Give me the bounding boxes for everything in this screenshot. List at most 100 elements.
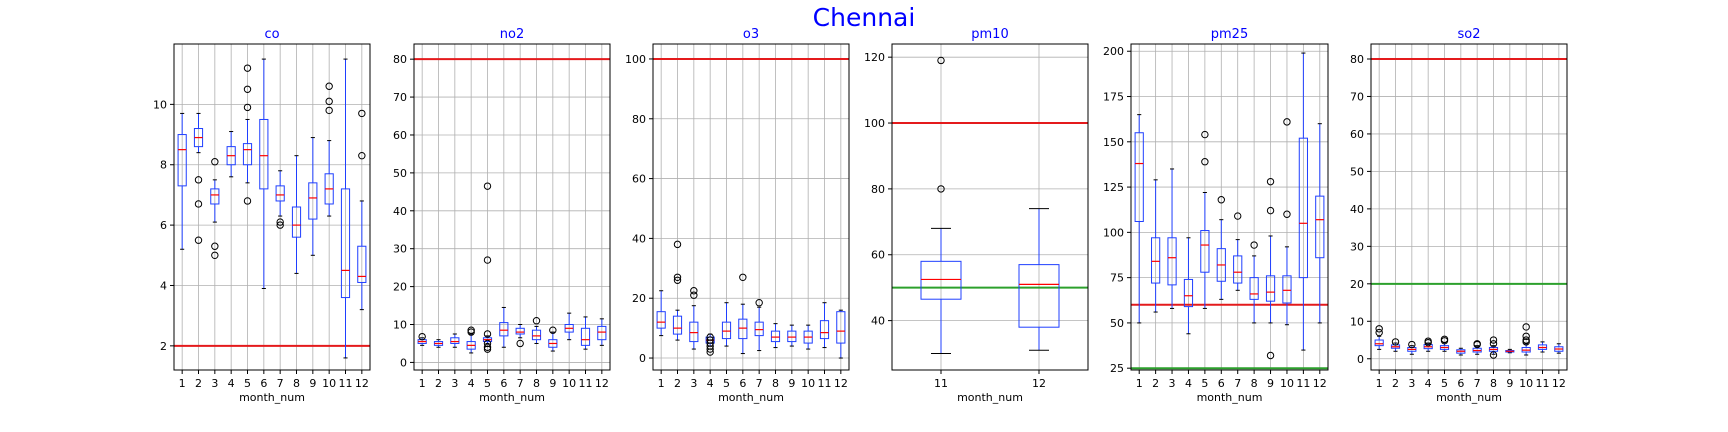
- y-tick-label: 20: [393, 281, 407, 294]
- x-tick-label: 2: [195, 377, 202, 390]
- x-tick-label: 3: [211, 377, 218, 390]
- box-2: [1390, 338, 1401, 352]
- x-tick-label: 2: [435, 377, 442, 390]
- axes-frame: [413, 43, 611, 371]
- iqr-box: [1249, 277, 1259, 300]
- outlier-point: [358, 109, 366, 118]
- x-tick-label: 1: [1376, 377, 1383, 390]
- iqr-box: [770, 330, 781, 343]
- y-tick-label: 60: [632, 173, 646, 186]
- x-tick-label: 8: [1251, 377, 1258, 390]
- x-tick-label: 10: [801, 377, 815, 390]
- outlier-point: [358, 151, 366, 160]
- outlier-point: [194, 200, 203, 208]
- x-tick-label: 6: [1218, 377, 1225, 390]
- x-tick-label: 5: [723, 377, 730, 390]
- subplot-pm10: 40 60 80 100 120 11 12 pm10 month_num: [864, 27, 1089, 404]
- x-tick-label: 12: [1552, 377, 1566, 390]
- iqr-box: [259, 118, 269, 190]
- box-4: [705, 333, 715, 356]
- y-tick-label: 100: [625, 53, 646, 66]
- x-tick-label: 1: [1136, 377, 1143, 390]
- x-tick-label: 7: [277, 377, 284, 390]
- outlier-point: [1391, 338, 1400, 346]
- iqr-box: [836, 311, 846, 344]
- outlier-point: [1266, 206, 1275, 215]
- box-2: [433, 339, 444, 348]
- box-4: [1183, 237, 1194, 335]
- outlier-point: [325, 106, 333, 115]
- y-tick-label: 50: [393, 167, 407, 180]
- x-tick-label: 11: [1296, 377, 1310, 390]
- y-tick-label: 120: [864, 51, 885, 64]
- box-10: [564, 312, 574, 341]
- y-tick-label: 80: [871, 183, 885, 196]
- subplot-title: pm25: [1211, 27, 1248, 42]
- outlier-point: [1440, 337, 1449, 345]
- outlier-point: [690, 291, 698, 299]
- outlier-point: [325, 82, 333, 90]
- iqr-box: [580, 327, 591, 346]
- box-2: [1151, 179, 1161, 313]
- outlier-point: [483, 345, 492, 353]
- box-12: [357, 109, 367, 311]
- outlier-point: [325, 97, 333, 106]
- iqr-box: [1167, 237, 1177, 286]
- iqr-box: [1151, 237, 1161, 284]
- box-8: [291, 155, 302, 274]
- box-3: [210, 158, 220, 259]
- box-1: [656, 290, 666, 337]
- outlier-point: [1375, 328, 1383, 337]
- iqr-box: [357, 245, 367, 283]
- box-11: [920, 56, 962, 355]
- outlier-point: [418, 332, 426, 341]
- iqr-box: [1374, 339, 1384, 347]
- outlier-point: [1201, 130, 1209, 139]
- outlier-point: [1283, 210, 1291, 218]
- outlier-point: [194, 236, 203, 244]
- outlier-point: [1522, 336, 1530, 344]
- box-7: [1233, 212, 1243, 291]
- x-tick-label: 1: [658, 377, 665, 390]
- box-9: [1505, 348, 1515, 354]
- outlier-point: [1375, 325, 1383, 333]
- iqr-box: [754, 321, 764, 337]
- y-tick-label: 70: [393, 91, 407, 104]
- x-tick-label: 6: [739, 377, 746, 390]
- x-tick-label: 11: [1536, 377, 1550, 390]
- y-tick-label: 10: [393, 319, 407, 332]
- box-4: [226, 131, 236, 178]
- box-3: [1167, 168, 1177, 309]
- x-tick-label: 5: [244, 377, 251, 390]
- box-12: [597, 318, 607, 346]
- box-7: [515, 324, 525, 348]
- x-tick-label: 12: [1313, 377, 1327, 390]
- outlier-point: [483, 182, 492, 190]
- y-tick-label: 30: [1350, 240, 1364, 253]
- axes-frame: [1370, 43, 1568, 371]
- iqr-box: [275, 185, 285, 202]
- y-tick-label: 6: [160, 219, 167, 232]
- box-11: [819, 302, 830, 349]
- x-tick-label: 10: [562, 377, 576, 390]
- outlier-point: [467, 326, 475, 334]
- outlier-point: [673, 273, 682, 281]
- iqr-box: [499, 322, 509, 337]
- box-10: [1282, 118, 1292, 326]
- x-tick-label: 11: [579, 377, 593, 390]
- iqr-box: [515, 327, 525, 335]
- x-tick-label: 2: [1392, 377, 1399, 390]
- outlier-point: [549, 326, 557, 334]
- subplot-title: co: [264, 27, 279, 42]
- box-9: [308, 137, 318, 256]
- outlier-point: [690, 287, 698, 295]
- outlier-point: [1522, 338, 1530, 346]
- iqr-box: [1298, 137, 1308, 279]
- box-3: [689, 287, 699, 350]
- y-tick-label: 20: [632, 292, 646, 305]
- x-tick-label: 12: [595, 377, 609, 390]
- y-tick-label: 40: [632, 232, 646, 245]
- outlier-point: [194, 176, 203, 184]
- outlier-point: [706, 345, 714, 353]
- outlier-point: [1217, 196, 1225, 204]
